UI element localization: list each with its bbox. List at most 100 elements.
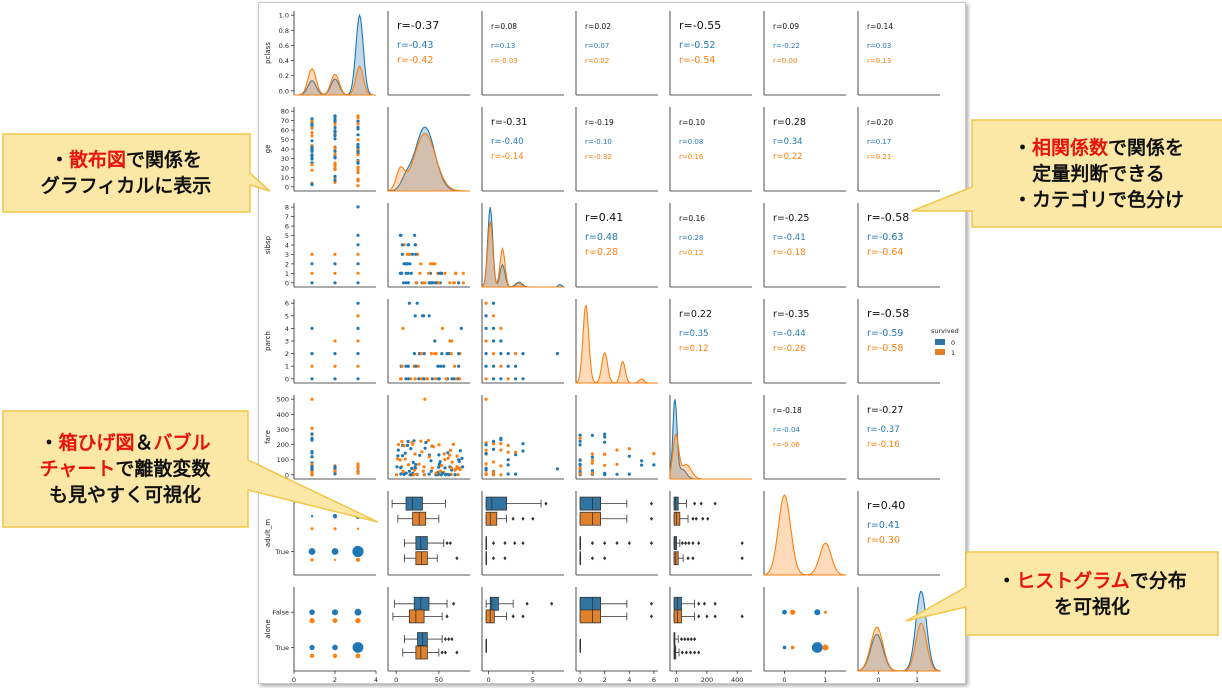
corr-overall: r=-0.31: [491, 117, 527, 128]
scatter-point: [419, 262, 423, 266]
y-axis-label: alone: [264, 619, 272, 638]
scatter-point: [457, 281, 461, 285]
corr-class0: r=-0.04: [773, 426, 800, 434]
box-outlier: [693, 650, 697, 655]
box-body: [485, 511, 498, 526]
scatter-point: [396, 443, 401, 447]
kde-class1: [387, 132, 470, 192]
scatter-point: [506, 472, 510, 476]
corr-overall: r=0.16: [679, 214, 705, 223]
scatter-point: [403, 457, 407, 461]
scatter-point: [310, 153, 314, 157]
y-tick-label: 0.4: [279, 57, 289, 65]
scatter-point: [333, 134, 337, 138]
callout-corr-line: 定量判断できる: [1032, 161, 1165, 187]
scatter-point: [429, 352, 433, 356]
scatter-point: [454, 377, 458, 381]
kde-class1: [857, 622, 941, 672]
box-outlier: [513, 541, 517, 546]
scatter-point: [449, 352, 453, 356]
callout-text: で離散変数: [115, 458, 211, 480]
scatter-point: [419, 439, 423, 443]
callout-text: も見やすく可視化: [48, 484, 201, 506]
scatter-point: [412, 352, 416, 356]
corr-class0: r=0.34: [773, 137, 803, 147]
scatter-point: [356, 133, 360, 137]
bubble: [356, 527, 360, 530]
scatter-point: [356, 352, 360, 356]
corr-class1: r=0.12: [679, 249, 703, 257]
scatter-point: [417, 462, 421, 466]
callout-highlight: 散布図: [68, 149, 126, 171]
scatter-point: [333, 164, 337, 169]
scatter-point: [491, 377, 496, 381]
bubble: [782, 645, 787, 650]
scatter-point: [310, 168, 314, 172]
scatter-point: [590, 469, 594, 473]
scatter-point: [448, 281, 452, 285]
scatter-point: [356, 271, 360, 275]
scatter-point: [310, 467, 314, 471]
scatter-point: [434, 471, 438, 475]
scatter-point: [440, 326, 445, 330]
box-outlier: [701, 516, 705, 521]
scatter-point: [310, 131, 314, 135]
scatter-point: [356, 471, 360, 475]
scatter-point: [310, 397, 314, 401]
bubble: [333, 558, 337, 561]
y-tick-label: 0: [285, 375, 289, 383]
y-tick-label: True: [274, 644, 289, 652]
scatter-point: [453, 473, 457, 477]
callout-text: ・カテゴリで色分け: [1012, 189, 1184, 211]
callout-corr-line: ・相関係数で関係を: [1013, 135, 1184, 161]
y-tick-label: 0: [285, 183, 289, 191]
y-axis-label: pclass: [264, 42, 272, 64]
scatter-point: [452, 281, 456, 285]
callout-text: ・: [49, 149, 69, 171]
box-outlier: [445, 614, 449, 619]
scatter-point: [356, 326, 360, 330]
scatter-point: [429, 469, 433, 473]
scatter-point: [627, 454, 631, 458]
scatter-point: [499, 352, 503, 356]
scatter-point: [310, 119, 314, 123]
scatter-point: [437, 462, 441, 466]
x-tick-label: 1: [915, 676, 919, 683]
scatter-point: [506, 364, 510, 368]
box-body: [489, 596, 499, 611]
box-body: [485, 496, 508, 511]
scatter-point: [443, 271, 447, 275]
scatter-point: [578, 436, 582, 440]
corr-class0: r=-0.43: [397, 40, 433, 51]
box-outlier: [740, 541, 744, 546]
bubble: [309, 618, 315, 624]
scatter-point: [356, 168, 360, 172]
corr-overall: r=-0.58: [867, 307, 909, 320]
box-body: [579, 511, 602, 526]
corr-class0: r=0.03: [867, 42, 891, 50]
callout-text: で関係を: [1108, 137, 1185, 159]
box-outlier: [455, 556, 459, 561]
scatter-point: [333, 156, 337, 160]
scatter-point: [451, 442, 455, 446]
scatter-point: [310, 145, 314, 149]
scatter-point: [603, 432, 607, 436]
scatter-point: [484, 352, 488, 356]
bubble: [790, 609, 796, 615]
scatter-point: [437, 453, 441, 457]
scatter-point: [437, 465, 441, 469]
scatter-point: [356, 281, 360, 285]
scatter-point: [555, 467, 559, 471]
scatter-point: [427, 472, 431, 476]
callout-text: 定量判断できる: [1032, 163, 1165, 185]
scatter-point: [578, 472, 582, 476]
scatter-point: [437, 377, 441, 381]
box-outlier: [706, 516, 710, 521]
corr-class0: r=-0.22: [773, 42, 800, 50]
scatter-point: [406, 281, 410, 285]
y-axis-label: parch: [264, 331, 272, 351]
box-outlier: [448, 541, 452, 546]
scatter-point: [356, 377, 360, 381]
y-tick-label: 6: [285, 300, 289, 308]
x-tick-label: 0: [394, 676, 398, 683]
